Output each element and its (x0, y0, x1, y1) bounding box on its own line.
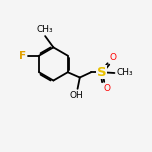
Text: O: O (104, 84, 111, 93)
Text: CH₃: CH₃ (116, 69, 133, 78)
Text: OH: OH (70, 91, 84, 100)
Text: CH₃: CH₃ (36, 25, 53, 34)
Text: S: S (97, 66, 106, 79)
Text: F: F (19, 51, 26, 61)
Text: O: O (110, 54, 117, 62)
